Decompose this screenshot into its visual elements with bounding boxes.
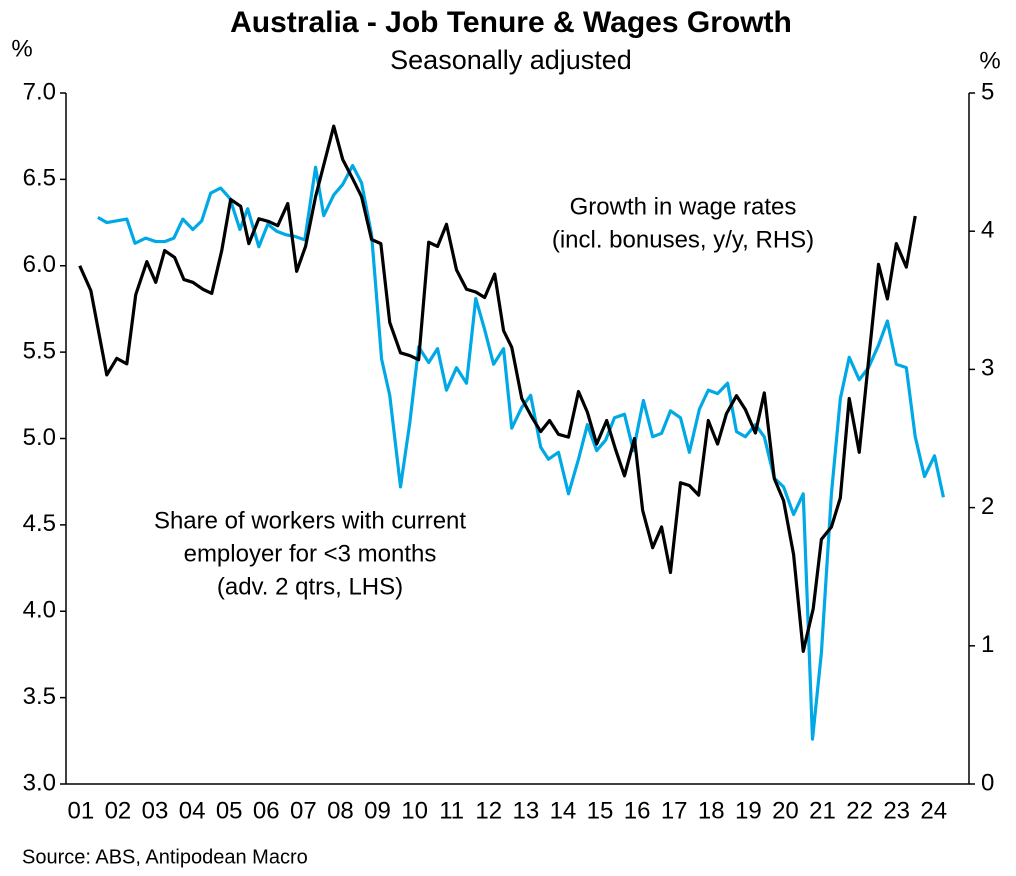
y2-tick-label: 1 — [981, 631, 994, 658]
x-tick-label: 06 — [253, 797, 280, 824]
y-tick-label: 5.5 — [23, 337, 56, 364]
y2-tick-label: 3 — [981, 355, 994, 382]
x-tick-label: 17 — [661, 797, 688, 824]
x-tick-label: 11 — [439, 797, 464, 824]
y2-tick-label: 4 — [981, 217, 994, 244]
x-tick-label: 01 — [67, 797, 94, 824]
y-tick-label: 5.0 — [23, 424, 56, 451]
y2-axis-label: % — [979, 47, 1000, 74]
x-tick-label: 09 — [364, 797, 391, 824]
y-axis-label: % — [11, 35, 32, 62]
x-tick-label: 05 — [216, 797, 243, 824]
y-tick-label: 7.0 — [23, 78, 56, 105]
source-note: Source: ABS, Antipodean Macro — [22, 846, 308, 868]
series-annotation: Growth in wage rates — [570, 193, 797, 220]
chart-subtitle: Seasonally adjusted — [390, 45, 632, 75]
x-tick-label: 18 — [698, 797, 725, 824]
x-tick-label: 12 — [475, 797, 502, 824]
x-tick-label: 10 — [401, 797, 428, 824]
series-annotation: employer for <3 months — [184, 540, 437, 567]
y-tick-label: 6.0 — [23, 251, 56, 278]
x-tick-label: 15 — [587, 797, 614, 824]
x-tick-label: 07 — [290, 797, 317, 824]
series-line — [78, 124, 917, 653]
y-tick-label: 3.0 — [23, 769, 56, 796]
x-tick-label: 19 — [735, 797, 762, 824]
x-tick-label: 21 — [809, 797, 836, 824]
x-tick-label: 08 — [327, 797, 354, 824]
x-tick-label: 02 — [105, 797, 132, 824]
y-tick-label: 3.5 — [23, 683, 56, 710]
x-tick-label: 13 — [512, 797, 539, 824]
y-tick-label: 4.5 — [23, 510, 56, 537]
x-tick-label: 22 — [846, 797, 873, 824]
x-tick-label: 24 — [920, 797, 947, 824]
series-annotation: (adv. 2 qtrs, LHS) — [217, 573, 403, 600]
x-tick-label: 23 — [883, 797, 910, 824]
y-tick-label: 4.0 — [23, 597, 56, 624]
series-annotation: Share of workers with current — [154, 507, 466, 534]
x-tick-label: 20 — [772, 797, 799, 824]
x-tick-label: 14 — [550, 797, 577, 824]
x-tick-label: 04 — [179, 797, 206, 824]
y-tick-label: 6.5 — [23, 165, 56, 192]
chart-title: Australia - Job Tenure & Wages Growth — [230, 6, 792, 39]
series-annotation: (incl. bonuses, y/y, RHS) — [552, 226, 814, 253]
y2-tick-label: 0 — [981, 769, 994, 796]
y2-tick-label: 5 — [981, 78, 994, 105]
x-tick-label: 16 — [624, 797, 651, 824]
series-line — [97, 163, 945, 741]
y2-tick-label: 2 — [981, 493, 994, 520]
x-tick-label: 03 — [142, 797, 169, 824]
